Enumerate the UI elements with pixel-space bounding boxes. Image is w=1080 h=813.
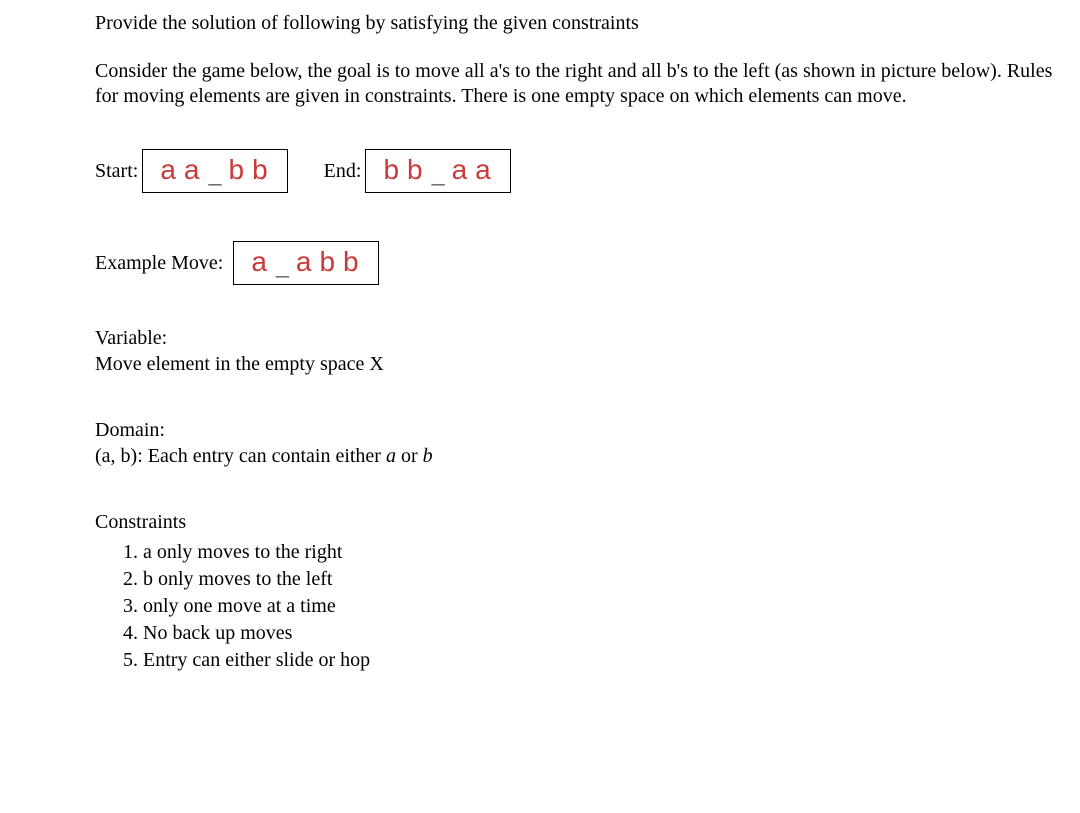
example-cell: a: [293, 246, 317, 278]
end-cell: b: [380, 154, 404, 186]
start-box: a a _ b b: [142, 149, 287, 193]
constraint-item: No back up moves: [143, 620, 995, 647]
end-cell: b: [404, 154, 428, 186]
constraint-item: b only moves to the left: [143, 566, 995, 593]
example-box: a _ a b b: [233, 241, 378, 285]
end-box: b b _ a a: [365, 149, 510, 193]
example-label: Example Move:: [95, 252, 223, 275]
start-label: Start:: [95, 160, 138, 183]
constraints-header: Constraints: [95, 509, 995, 535]
intro-text: Provide the solution of following by sat…: [95, 10, 1015, 37]
example-cell: a: [248, 246, 272, 278]
start-cell: a: [181, 154, 205, 186]
example-cell: b: [340, 246, 364, 278]
domain-b: b: [423, 445, 433, 467]
variable-header: Variable:: [95, 325, 995, 351]
constraint-item: Entry can either slide or hop: [143, 647, 995, 674]
start-end-row: Start: a a _ b b End: b b _ a a: [95, 149, 1080, 193]
blank-cell: _: [272, 251, 293, 281]
page: Provide the solution of following by sat…: [0, 0, 1080, 813]
constraints-section: Constraints a only moves to the right b …: [95, 509, 995, 674]
end-cell: a: [472, 154, 496, 186]
constraints-list: a only moves to the right b only moves t…: [95, 539, 995, 674]
start-cell: b: [226, 154, 250, 186]
domain-prefix: (a, b): Each entry can contain either: [95, 445, 386, 467]
blank-cell: _: [428, 159, 449, 189]
constraint-item: a only moves to the right: [143, 539, 995, 566]
start-cell: b: [249, 154, 273, 186]
variable-section: Variable: Move element in the empty spac…: [95, 325, 995, 377]
start-cell: a: [157, 154, 181, 186]
example-row: Example Move: a _ a b b: [95, 241, 1080, 285]
end-label: End:: [324, 160, 362, 183]
domain-section: Domain: (a, b): Each entry can contain e…: [95, 417, 995, 469]
blank-cell: _: [205, 159, 226, 189]
constraint-item: only one move at a time: [143, 593, 995, 620]
variable-text: Move element in the empty space X: [95, 353, 384, 375]
example-cell: b: [316, 246, 340, 278]
domain-text: (a, b): Each entry can contain either a …: [95, 445, 433, 467]
domain-a: a: [386, 445, 396, 467]
domain-header: Domain:: [95, 417, 995, 443]
end-cell: a: [449, 154, 473, 186]
description-text: Consider the game below, the goal is to …: [95, 59, 1080, 109]
domain-or: or: [396, 445, 423, 467]
